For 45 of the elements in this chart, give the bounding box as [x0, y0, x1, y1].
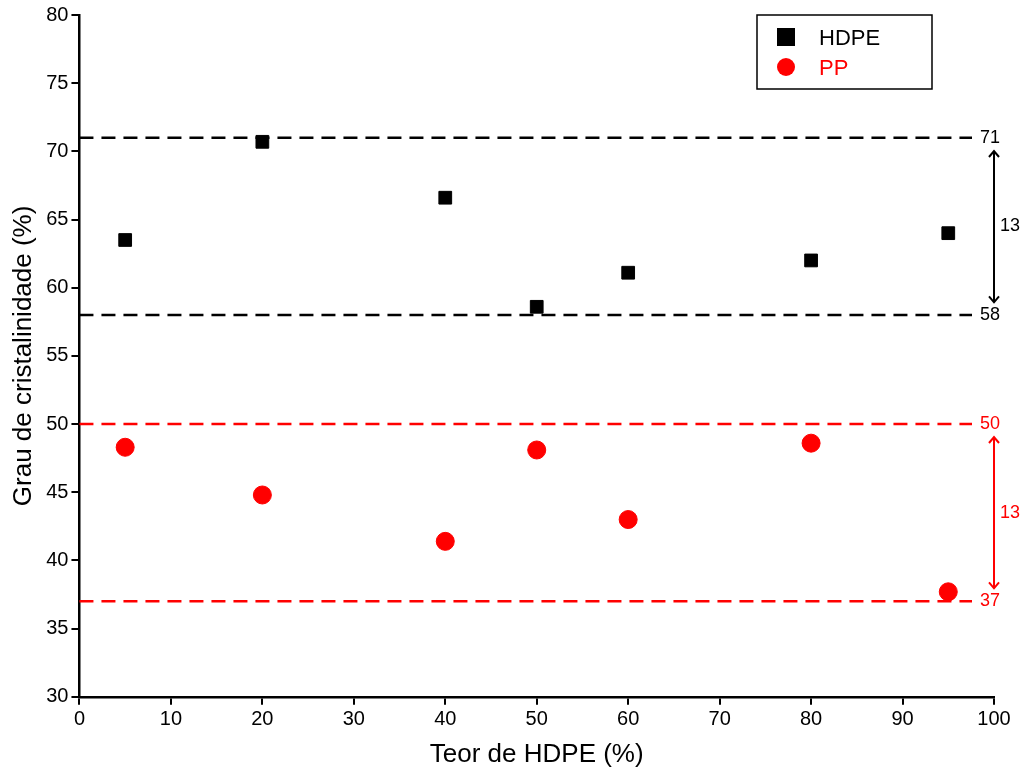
point	[527, 440, 547, 460]
legend-label: PP	[819, 55, 849, 80]
point	[618, 510, 638, 530]
point	[252, 485, 272, 505]
y-tick-label: 30	[46, 684, 69, 707]
x-tick-label: 70	[708, 707, 731, 730]
y-tick-label: 80	[46, 2, 69, 25]
text: 13	[1000, 215, 1021, 236]
x-tick-label: 40	[434, 707, 457, 730]
y-tick-label: 40	[46, 547, 69, 570]
y-tick-label: 65	[46, 207, 69, 230]
point	[118, 233, 133, 247]
x-tick-label: 30	[342, 707, 365, 730]
x-tick-label: 60	[617, 707, 640, 730]
x-axis-title: Teor de HDPE (%)	[429, 737, 644, 768]
x-tick-label: 10	[159, 707, 183, 730]
point	[801, 433, 821, 453]
point	[938, 582, 958, 602]
point	[435, 531, 455, 551]
y-axis-title: Grau de cristalinidade (%)	[6, 205, 37, 507]
y-tick-label: 75	[46, 70, 69, 93]
ref-line-label: 50	[980, 413, 1001, 434]
point	[529, 299, 544, 314]
point	[115, 437, 135, 457]
point	[621, 265, 636, 280]
point	[438, 190, 453, 205]
y-tick-label: 60	[46, 275, 69, 298]
y-tick-label: 55	[46, 343, 69, 366]
ref-line-label: 71	[980, 126, 1001, 147]
y-tick-label: 45	[46, 479, 69, 502]
point	[804, 253, 818, 268]
x-tick-label: 100	[977, 707, 1011, 730]
ref-line-label: 37	[980, 590, 1001, 611]
legend-label: HDPE	[819, 25, 881, 50]
text: 13	[1000, 501, 1021, 522]
y-tick-label: 70	[46, 138, 69, 161]
x-tick-label: 80	[799, 707, 823, 730]
x-tick-label: 90	[891, 707, 914, 730]
x-tick-label: 50	[525, 707, 548, 730]
x-tick-label: 0	[73, 707, 86, 730]
x-tick-label: 20	[251, 707, 274, 730]
ref-line-label: 58	[980, 303, 1001, 324]
y-tick-label: 35	[46, 616, 69, 639]
point	[941, 226, 956, 241]
y-tick-label: 50	[46, 411, 69, 434]
